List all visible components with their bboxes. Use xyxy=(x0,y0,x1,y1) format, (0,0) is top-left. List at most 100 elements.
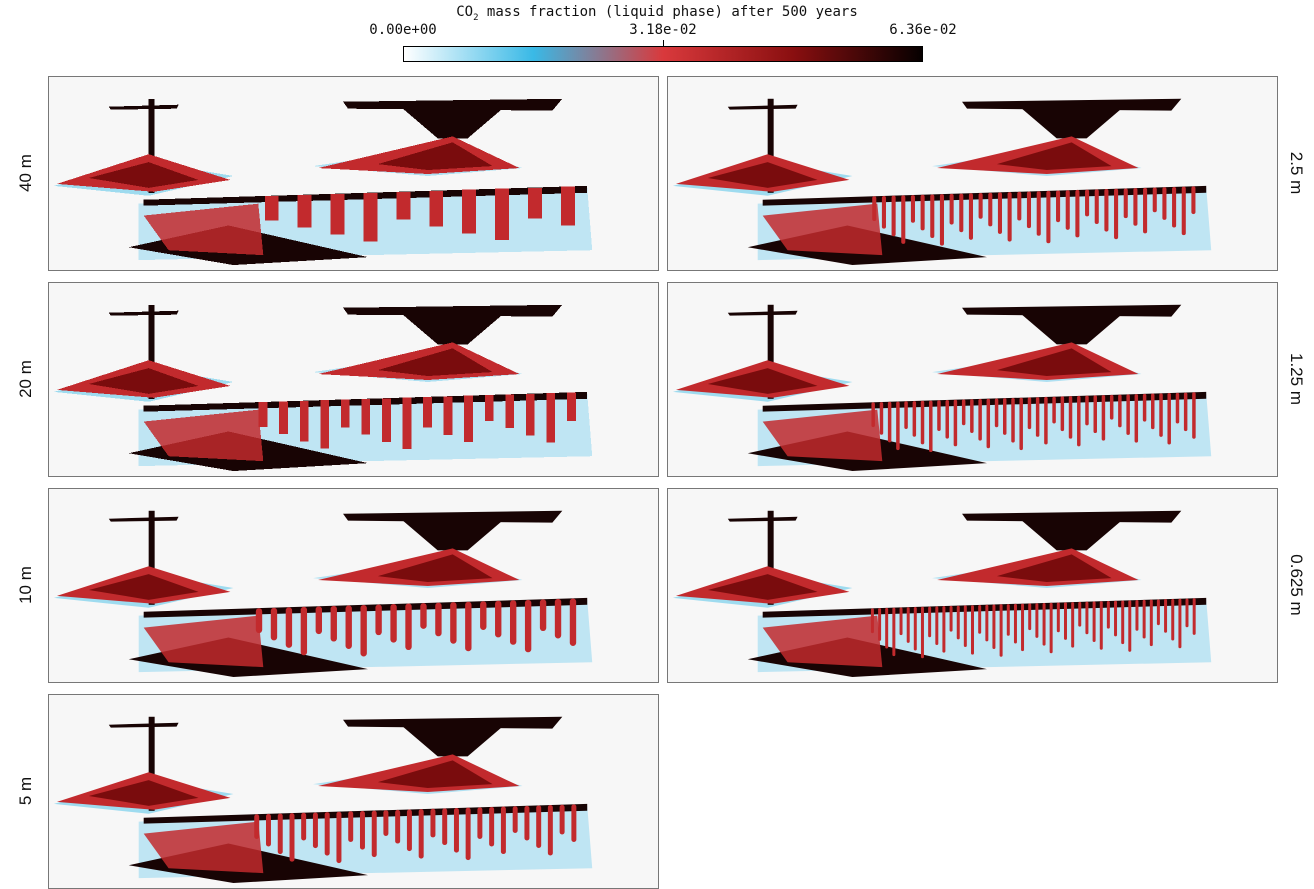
convective-finger xyxy=(1192,392,1196,439)
left-plume-core xyxy=(88,368,199,394)
convective-finger xyxy=(1052,396,1056,424)
colorbar-mid-tick-mark xyxy=(663,40,664,46)
convective-finger xyxy=(1167,393,1171,445)
convective-finger xyxy=(968,193,973,240)
convective-finger xyxy=(464,395,474,443)
convective-finger xyxy=(1171,598,1175,641)
right-plume-core xyxy=(377,142,493,171)
left-plume-core xyxy=(88,162,199,188)
convective-finger xyxy=(1027,397,1032,430)
co2-plume-plot xyxy=(672,304,1212,472)
mixing-zone xyxy=(143,409,264,462)
convective-finger xyxy=(1021,603,1025,652)
right-plume-core xyxy=(996,142,1112,171)
cap-layer xyxy=(962,510,1182,523)
co2-plume-plot xyxy=(672,510,1212,678)
convective-finger xyxy=(430,808,436,838)
convective-finger xyxy=(1143,187,1148,234)
convective-finger xyxy=(330,605,337,642)
convective-finger xyxy=(1007,192,1012,242)
convective-finger xyxy=(1085,189,1090,217)
convective-finger xyxy=(536,805,542,849)
right-plume-core xyxy=(996,554,1112,583)
convective-finger xyxy=(270,607,278,641)
convective-finger xyxy=(1042,603,1046,646)
fault-column xyxy=(767,510,774,605)
convective-finger xyxy=(1019,397,1023,451)
convective-finger xyxy=(383,810,389,836)
convective-finger xyxy=(524,805,530,841)
convective-finger xyxy=(1101,395,1106,441)
convective-finger xyxy=(1035,397,1040,437)
top-seal-layer xyxy=(727,310,798,316)
convective-finger xyxy=(1092,601,1096,643)
convective-finger xyxy=(1063,602,1067,640)
convective-finger xyxy=(390,604,397,643)
convective-finger xyxy=(994,398,999,428)
plume-neck xyxy=(1021,108,1122,139)
plume-neck xyxy=(1021,520,1122,551)
co2-plume-plot xyxy=(53,98,593,266)
convective-finger xyxy=(1126,394,1130,435)
top-seal-layer xyxy=(108,516,179,522)
convective-finger xyxy=(336,811,342,864)
convective-finger xyxy=(1060,396,1065,432)
convective-finger xyxy=(920,194,925,231)
convective-finger xyxy=(935,606,939,645)
convective-finger xyxy=(442,808,448,846)
convective-finger xyxy=(1026,191,1032,229)
convective-finger xyxy=(359,810,365,850)
left-plume-core xyxy=(707,368,818,394)
plume-neck xyxy=(402,726,503,757)
convective-finger xyxy=(509,600,517,645)
convective-finger xyxy=(559,804,565,835)
convective-finger xyxy=(402,397,412,450)
simulation-panel xyxy=(667,488,1278,683)
grid-resolution-label: 5 m xyxy=(16,776,35,806)
left-plume-core xyxy=(88,780,199,806)
convective-finger xyxy=(395,809,401,844)
fault-column xyxy=(148,304,155,399)
convective-finger xyxy=(495,188,509,241)
convective-finger xyxy=(289,813,295,862)
convective-finger xyxy=(566,392,576,422)
colorbar-title-suffix: mass fraction (liquid phase) after 500 y… xyxy=(478,4,858,20)
convective-finger xyxy=(961,399,966,426)
convective-finger xyxy=(1135,600,1139,631)
convective-finger xyxy=(978,604,982,634)
convective-finger xyxy=(324,812,330,856)
convective-finger xyxy=(382,398,391,442)
convective-finger xyxy=(929,400,933,453)
plume-neck xyxy=(402,108,503,139)
convective-finger xyxy=(1156,599,1160,626)
grid-resolution-label: 40 m xyxy=(16,154,35,192)
top-seal-layer xyxy=(108,310,179,316)
convective-finger xyxy=(904,401,908,429)
grid-resolution-label: 20 m xyxy=(16,360,35,398)
convective-finger xyxy=(1068,396,1073,439)
convective-finger xyxy=(937,400,941,431)
convective-finger xyxy=(913,606,917,651)
convective-finger xyxy=(330,193,345,235)
grid-resolution-label: 10 m xyxy=(16,566,35,604)
convective-finger xyxy=(1078,601,1082,627)
cap-layer xyxy=(343,510,563,523)
convective-finger xyxy=(959,193,964,233)
mixing-zone xyxy=(143,203,264,256)
convective-finger xyxy=(371,810,377,858)
fault-column xyxy=(148,716,155,811)
convective-finger xyxy=(891,195,896,237)
convective-finger xyxy=(1013,603,1017,644)
simulation-panel xyxy=(667,76,1278,271)
convective-finger xyxy=(1028,603,1032,631)
convective-finger xyxy=(297,194,312,228)
convective-finger xyxy=(300,606,308,656)
cap-layer xyxy=(962,304,1182,317)
convective-finger xyxy=(480,601,487,630)
convective-finger xyxy=(1099,601,1103,650)
convective-finger xyxy=(406,809,412,852)
convective-finger xyxy=(435,602,442,637)
convective-finger xyxy=(312,812,318,849)
convective-finger xyxy=(423,397,432,428)
convective-finger xyxy=(985,604,989,642)
